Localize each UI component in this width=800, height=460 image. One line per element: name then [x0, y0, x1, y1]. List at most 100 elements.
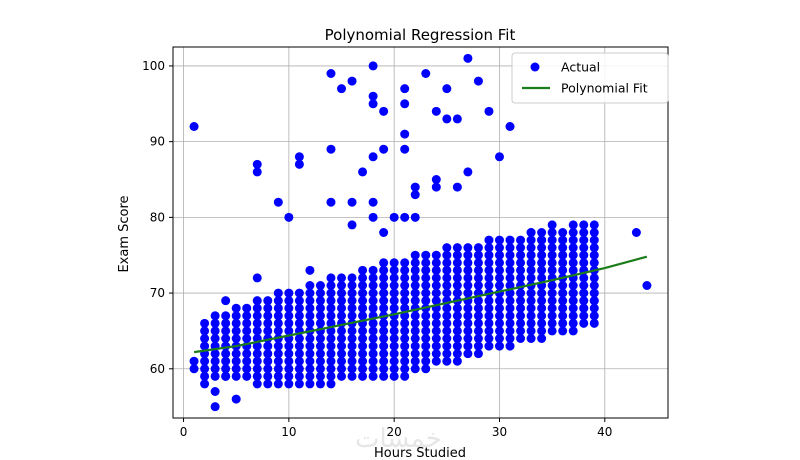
data-point [463, 53, 473, 63]
data-point [558, 318, 568, 328]
data-point [463, 303, 473, 313]
data-point [231, 311, 241, 321]
data-point [389, 296, 399, 306]
data-point [558, 228, 568, 237]
data-point [400, 326, 410, 336]
data-point [421, 349, 431, 359]
data-point [579, 281, 589, 290]
legend-fit-label: Polynomial Fit [561, 81, 648, 96]
data-point [400, 341, 410, 351]
data-point [452, 334, 462, 343]
data-point [326, 379, 336, 389]
data-point [315, 349, 325, 359]
data-point [379, 144, 389, 154]
data-point [431, 296, 441, 306]
data-point [400, 144, 410, 154]
data-point [473, 334, 483, 343]
data-point [358, 364, 368, 374]
data-point [537, 326, 547, 336]
data-point [526, 334, 536, 343]
data-point [200, 326, 210, 336]
data-point [368, 212, 378, 222]
data-point [537, 235, 547, 245]
data-point [463, 318, 473, 328]
data-point [558, 250, 568, 260]
data-point [368, 99, 378, 109]
data-point [568, 318, 578, 328]
data-point [368, 197, 378, 207]
data-point [431, 258, 441, 268]
data-point [516, 243, 526, 253]
data-point [579, 235, 589, 245]
data-point [516, 326, 526, 336]
data-point [358, 296, 368, 306]
data-point [294, 334, 304, 343]
x-axis-ticks: 0 10 20 30 40 [180, 418, 612, 439]
data-point [400, 371, 410, 381]
data-point [589, 303, 599, 313]
data-point [494, 326, 504, 336]
data-point [337, 356, 347, 366]
data-point [452, 318, 462, 328]
data-point [231, 371, 241, 381]
data-point [337, 296, 347, 306]
data-point [347, 303, 357, 313]
x-tick-label: 10 [281, 425, 296, 439]
data-point [347, 273, 357, 283]
data-point [516, 296, 526, 306]
data-point [589, 220, 599, 230]
data-point [494, 303, 504, 313]
data-point [589, 288, 599, 298]
data-point [442, 303, 452, 313]
data-point [252, 303, 262, 313]
data-point [400, 349, 410, 359]
data-point [252, 349, 262, 359]
y-tick-label: 60 [150, 362, 165, 376]
data-point [505, 265, 515, 275]
data-point [284, 288, 294, 298]
data-point [484, 235, 494, 245]
data-point [421, 356, 431, 366]
x-tick-label: 40 [597, 425, 612, 439]
data-point [368, 356, 378, 366]
data-point [389, 326, 399, 336]
data-point [452, 273, 462, 283]
data-point [284, 318, 294, 328]
data-point [368, 326, 378, 336]
data-point [315, 341, 325, 351]
data-point [252, 364, 262, 374]
data-point [210, 364, 220, 374]
data-point [210, 326, 220, 336]
data-point [347, 341, 357, 351]
data-point [494, 296, 504, 306]
data-point [547, 258, 557, 268]
data-point [410, 311, 420, 321]
data-point [305, 364, 315, 374]
data-point [452, 265, 462, 275]
x-tick-label: 0 [180, 425, 188, 439]
chart-title: Polynomial Regression Fit [325, 26, 516, 44]
data-point [579, 318, 589, 328]
data-point [326, 349, 336, 359]
data-point [358, 265, 368, 275]
data-point [368, 341, 378, 351]
data-point [589, 258, 599, 268]
data-point [463, 334, 473, 343]
data-point [484, 334, 494, 343]
data-point [379, 334, 389, 343]
y-tick-label: 70 [150, 286, 165, 300]
data-point [442, 84, 452, 94]
data-point [400, 99, 410, 109]
data-point [389, 341, 399, 351]
data-point [516, 258, 526, 268]
data-point [252, 273, 262, 283]
data-point [263, 364, 273, 374]
data-point [379, 228, 389, 237]
data-point [294, 349, 304, 359]
data-point [558, 326, 568, 336]
x-axis-label: Hours Studied [374, 446, 466, 460]
data-point [431, 182, 441, 192]
data-point [484, 303, 494, 313]
data-point [516, 334, 526, 343]
data-point [305, 303, 315, 313]
